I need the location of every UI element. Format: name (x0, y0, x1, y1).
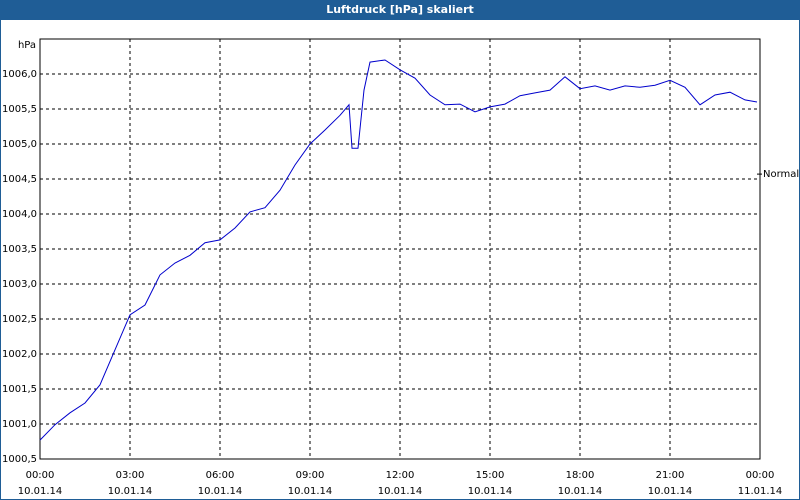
title-bar (0, 0, 800, 20)
y-tick-label: 1004,0 (2, 209, 37, 220)
x-tick-label: 10.01.14 (558, 486, 603, 497)
y-tick-label: 1005,5 (2, 104, 37, 115)
x-tick-label: 18:00 (566, 470, 595, 481)
y-tick-label: 1005,0 (2, 139, 37, 150)
x-tick-label: 09:00 (296, 470, 325, 481)
data-line (39, 59, 758, 441)
x-tick-label: 10.01.14 (468, 486, 513, 497)
y-tick-label: 1002,5 (2, 314, 37, 325)
x-tick-label: 21:00 (656, 470, 685, 481)
x-tick-label: 10.01.14 (378, 486, 423, 497)
y-tick-label: 1006,0 (2, 69, 37, 80)
x-tick-label: 10.01.14 (108, 486, 153, 497)
x-tick-label: 11.01.14 (738, 486, 783, 497)
x-tick-label: 00:00 (26, 470, 55, 481)
x-tick-label: 15:00 (476, 470, 505, 481)
y-tick-label: 1000,5 (2, 454, 37, 465)
chart-title: Luftdruck [hPa] skaliert (326, 3, 474, 16)
x-tick-label: 00:00 (746, 470, 775, 481)
x-tick-label: 06:00 (206, 470, 235, 481)
y-axis-label: hPa (18, 40, 36, 51)
y-tick-label: 1002,0 (2, 349, 37, 360)
x-tick-label: 10.01.14 (198, 486, 243, 497)
y-tick-label: 1003,5 (2, 244, 37, 255)
x-tick-label: 03:00 (116, 470, 145, 481)
x-tick-label: 10.01.14 (648, 486, 693, 497)
y-tick-label: 1003,0 (2, 279, 37, 290)
y-tick-label: 1004,5 (2, 174, 37, 185)
x-tick-label: 10.01.14 (288, 486, 333, 497)
y-tick-label: 1001,0 (2, 419, 37, 430)
x-tick-label: 10.01.14 (18, 486, 63, 497)
annotation: Normal (763, 169, 799, 180)
x-tick-label: 12:00 (386, 470, 415, 481)
y-tick-label: 1001,5 (2, 384, 37, 395)
